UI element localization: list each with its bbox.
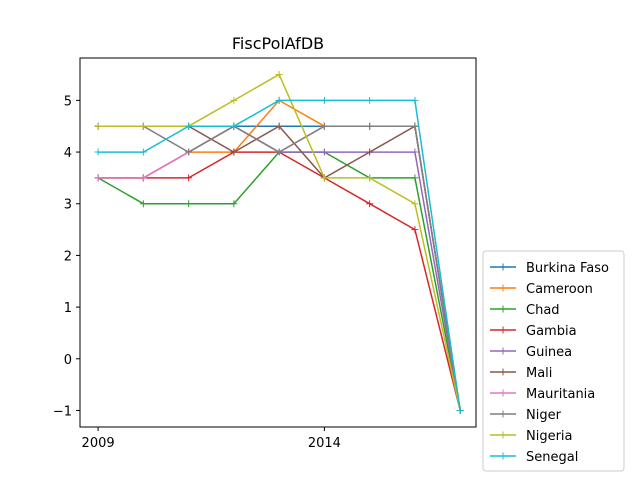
legend-item-guinea: Guinea xyxy=(490,345,572,360)
y-tick-label: 0 xyxy=(64,353,72,368)
legend-label: Senegal xyxy=(526,450,578,465)
legend-box xyxy=(482,250,625,472)
data-point-niger xyxy=(366,122,374,130)
data-point-senegal xyxy=(94,148,102,156)
legend-item-chad: Chad xyxy=(490,303,560,318)
data-point-niger xyxy=(411,122,419,130)
legend-item-mauritania: Mauritania xyxy=(490,387,595,402)
data-point-gambia xyxy=(411,226,419,234)
legend-item-mali: Mali xyxy=(490,366,552,381)
series-lines xyxy=(94,71,464,414)
data-point-niger xyxy=(275,148,283,156)
legend-label: Mauritania xyxy=(526,387,595,402)
legend-label: Nigeria xyxy=(526,429,573,444)
legend-label: Niger xyxy=(526,408,562,423)
legend-item-cameroon: Cameroon xyxy=(490,282,593,297)
data-point-senegal xyxy=(185,122,193,130)
y-tick-label: −1 xyxy=(53,404,72,419)
legend-marker xyxy=(499,389,507,397)
data-point-mali xyxy=(275,122,283,130)
data-point-senegal xyxy=(230,122,238,130)
legend-label: Chad xyxy=(526,303,560,318)
legend-label: Gambia xyxy=(526,324,577,339)
legend-label: Cameroon xyxy=(526,282,593,297)
legend-marker xyxy=(499,284,507,292)
legend-label: Mali xyxy=(526,366,552,381)
y-tick-label: 3 xyxy=(64,198,72,213)
y-tick-label: 2 xyxy=(64,249,72,264)
legend-label: Guinea xyxy=(526,345,572,360)
data-point-gambia xyxy=(366,200,374,208)
legend-marker xyxy=(499,431,507,439)
data-point-nigeria xyxy=(320,174,328,182)
data-point-senegal xyxy=(275,96,283,104)
data-point-mauritania xyxy=(94,174,102,182)
data-point-mauritania xyxy=(139,174,147,182)
legend-marker xyxy=(499,326,507,334)
legend-marker xyxy=(499,347,507,355)
data-point-niger xyxy=(185,148,193,156)
data-point-chad xyxy=(185,200,193,208)
data-point-chad xyxy=(139,200,147,208)
x-tick-label: 2009 xyxy=(82,436,115,451)
plot-frame xyxy=(79,57,477,428)
data-point-senegal xyxy=(139,148,147,156)
y-tick-label: 1 xyxy=(64,301,72,316)
legend-item-nigeria: Nigeria xyxy=(490,429,573,444)
series-senegal xyxy=(94,96,464,414)
chart-title: FiscPolAfDB xyxy=(232,34,324,53)
x-tick-label: 2014 xyxy=(308,436,341,451)
data-point-nigeria xyxy=(411,200,419,208)
legend-marker xyxy=(499,305,507,313)
data-point-nigeria xyxy=(139,122,147,130)
y-tick-label: 5 xyxy=(64,94,72,109)
data-point-senegal xyxy=(456,406,464,414)
data-point-guinea xyxy=(411,148,419,156)
legend-marker xyxy=(499,263,507,271)
data-point-nigeria xyxy=(366,174,374,182)
legend-marker xyxy=(499,452,507,460)
data-point-nigeria xyxy=(94,122,102,130)
data-point-nigeria xyxy=(230,96,238,104)
y-tick-label: 4 xyxy=(64,146,72,161)
legend-item-senegal: Senegal xyxy=(490,450,578,465)
legend: Burkina Faso Cameroon Chad Gambia Guinea Mali… xyxy=(482,250,625,472)
data-point-guinea xyxy=(320,148,328,156)
data-point-gambia xyxy=(185,174,193,182)
legend-item-niger: Niger xyxy=(490,408,562,423)
legend-marker xyxy=(499,410,507,418)
axes: 2009 2014 −1 0 1 2 3 4 5 xyxy=(53,94,341,451)
data-point-senegal xyxy=(320,96,328,104)
data-point-senegal xyxy=(366,96,374,104)
data-point-chad xyxy=(230,200,238,208)
legend-marker xyxy=(499,368,507,376)
legend-label: Burkina Faso xyxy=(526,261,609,276)
data-point-nigeria xyxy=(275,71,283,79)
legend-item-burkina-faso: Burkina Faso xyxy=(490,261,609,276)
data-point-mali xyxy=(366,148,374,156)
legend-item-gambia: Gambia xyxy=(490,324,577,339)
data-point-chad xyxy=(411,174,419,182)
data-point-senegal xyxy=(411,96,419,104)
data-point-mali xyxy=(230,148,238,156)
data-point-niger xyxy=(320,122,328,130)
